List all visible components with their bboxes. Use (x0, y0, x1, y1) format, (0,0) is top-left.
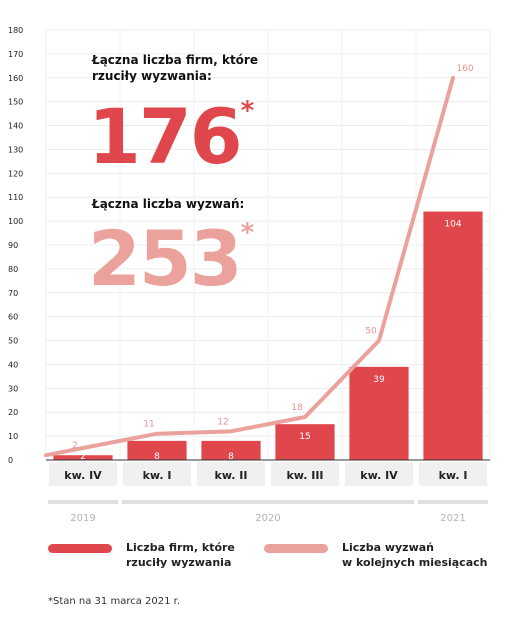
bar-value-label: 8 (228, 452, 234, 462)
footnote: *Stan na 31 marca 2021 r. (48, 596, 181, 607)
legend-bar-line1: Liczba firm, które (126, 541, 235, 554)
year-label: 2021 (440, 513, 465, 524)
bar-value-label: 8 (154, 452, 160, 462)
chart: 0 10 20 30 40 50 60 70 80 90 100 110 120 130 140 150 160… (8, 26, 491, 524)
line-point (156, 433, 158, 435)
challenges-total-number: 253 (88, 214, 243, 303)
y-tick-label: 0 (8, 456, 13, 465)
x-tick-label: kw. I (143, 469, 172, 482)
y-axis: 0 10 20 30 40 50 60 70 80 90 100 110 120 130 140 150 160… (8, 26, 23, 465)
year-bar (48, 500, 118, 504)
x-category-box (345, 462, 413, 486)
x-axis: kw. IV kw. I kw. II kw. III kw. IV kw. I (46, 459, 490, 486)
firms-total-label: Łączna liczba firm, które rzuciły wyzwan… (92, 52, 258, 84)
bar (423, 211, 483, 460)
grid (45, 29, 491, 461)
line-value-label: 2 (72, 441, 78, 451)
y-tick-label: 10 (8, 432, 18, 441)
firms-total-asterisk: * (240, 96, 255, 126)
y-tick-label: 50 (8, 337, 18, 346)
y-tick-label: 110 (8, 193, 23, 202)
bar (201, 440, 261, 460)
line-value-label: 12 (217, 417, 228, 427)
y-tick-label: 180 (8, 26, 23, 35)
bar-value-label: 39 (373, 375, 385, 385)
y-tick-label: 120 (8, 169, 23, 178)
y-tick-label: 60 (8, 313, 18, 322)
firms-total-label-line1: Łączna liczba firm, które (92, 53, 258, 67)
y-tick-label: 40 (8, 360, 18, 369)
year-axis: 2019 2020 2021 (48, 500, 488, 524)
x-category-box (419, 462, 487, 486)
line-point (304, 416, 306, 418)
bar-value-label: 2 (80, 452, 86, 462)
legend-item-line: Liczba wyzwań w kolejnych miesiącach (264, 540, 487, 570)
y-tick-label: 170 (8, 50, 23, 59)
legend-line-line1: Liczba wyzwań (342, 541, 434, 554)
bar-value-label: 15 (299, 432, 310, 442)
line-value-label: 50 (365, 327, 377, 337)
line-value-label: 160 (456, 64, 473, 74)
line-series: 2 11 12 18 50 160 (44, 64, 474, 458)
y-tick-label: 80 (8, 265, 18, 274)
year-label: 2020 (255, 513, 280, 524)
y-tick-label: 130 (8, 145, 23, 154)
y-tick-label: 30 (8, 384, 18, 393)
legend-item-bar: Liczba firm, które rzuciły wyzwania (48, 540, 235, 570)
x-category-box (123, 462, 191, 486)
x-category-box (197, 462, 265, 486)
challenges-total-asterisk: * (240, 218, 255, 248)
bar (127, 440, 187, 460)
legend-swatch-bar (48, 544, 112, 553)
y-tick-label: 100 (8, 217, 23, 226)
y-tick-label: 140 (8, 122, 23, 131)
line-point (230, 430, 232, 432)
firms-total-label-line2: rzuciły wyzwania: (92, 69, 212, 83)
year-bar (418, 500, 488, 504)
line-point (45, 454, 47, 456)
legend-line-line2: w kolejnych miesiącach (342, 556, 488, 569)
line-series-path (44, 75, 455, 458)
legend-bar-line2: rzuciły wyzwania (126, 556, 232, 569)
challenges-total-value: 253* (88, 214, 254, 303)
legend-swatch-line (264, 544, 328, 553)
y-tick-label: 150 (8, 98, 23, 107)
bars: 2 8 8 15 39 104 (53, 211, 483, 462)
line-value-label: 11 (143, 420, 154, 430)
challenges-total-label: Łączna liczba wyzwań: (92, 197, 245, 211)
firms-total-value: 176* (88, 92, 254, 181)
x-tick-label: kw. IV (64, 469, 102, 482)
bar (53, 455, 113, 460)
bar (275, 424, 335, 460)
x-category-box (49, 462, 117, 486)
x-tick-label: kw. I (439, 469, 468, 482)
firms-total-number: 176 (88, 92, 243, 181)
y-tick-label: 70 (8, 289, 18, 298)
x-tick-label: kw. II (215, 469, 248, 482)
y-tick-label: 160 (8, 74, 23, 83)
x-category-box (271, 462, 339, 486)
line-point (452, 77, 454, 79)
bar (349, 366, 409, 460)
x-tick-label: kw. III (286, 469, 323, 482)
y-tick-label: 20 (8, 408, 18, 417)
line-value-label: 18 (291, 403, 303, 413)
bar-value-label: 104 (444, 220, 461, 230)
line-point (378, 340, 380, 342)
x-tick-label: kw. IV (360, 469, 398, 482)
y-tick-label: 90 (8, 241, 18, 250)
year-bar (122, 500, 414, 504)
year-label: 2019 (70, 513, 95, 524)
